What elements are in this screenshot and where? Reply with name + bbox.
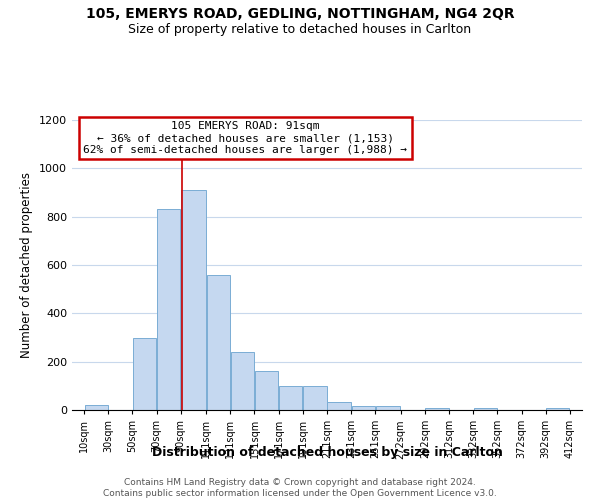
Bar <box>546 408 569 410</box>
Bar <box>376 406 400 410</box>
Bar <box>85 405 108 410</box>
Text: 105 EMERYS ROAD: 91sqm
← 36% of detached houses are smaller (1,153)
62% of semi-: 105 EMERYS ROAD: 91sqm ← 36% of detached… <box>83 122 407 154</box>
Text: 105, EMERYS ROAD, GEDLING, NOTTINGHAM, NG4 2QR: 105, EMERYS ROAD, GEDLING, NOTTINGHAM, N… <box>86 8 514 22</box>
Text: Contains public sector information licensed under the Open Government Licence v3: Contains public sector information licen… <box>103 490 497 498</box>
Bar <box>157 210 180 410</box>
Y-axis label: Number of detached properties: Number of detached properties <box>20 172 34 358</box>
Bar <box>231 352 254 410</box>
Bar <box>304 386 326 410</box>
Bar <box>425 408 449 410</box>
Bar <box>352 406 375 410</box>
Bar <box>181 190 206 410</box>
Text: Distribution of detached houses by size in Carlton: Distribution of detached houses by size … <box>152 446 502 459</box>
Bar <box>328 402 350 410</box>
Bar <box>474 408 497 410</box>
Text: Size of property relative to detached houses in Carlton: Size of property relative to detached ho… <box>128 22 472 36</box>
Bar <box>206 274 230 410</box>
Bar <box>279 386 302 410</box>
Bar <box>255 372 278 410</box>
Text: Contains HM Land Registry data © Crown copyright and database right 2024.: Contains HM Land Registry data © Crown c… <box>124 478 476 487</box>
Bar <box>133 338 156 410</box>
